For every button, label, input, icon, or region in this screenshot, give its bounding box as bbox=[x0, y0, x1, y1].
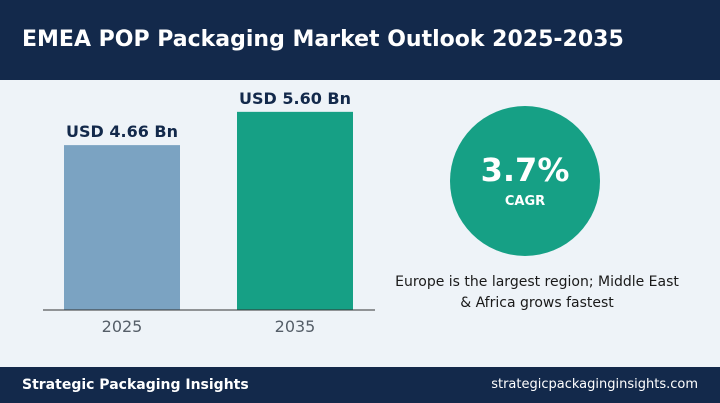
x-tick-label-2035: 2035 bbox=[275, 317, 316, 336]
bar-2035 bbox=[237, 111, 353, 310]
header-bar: EMEA POP Packaging Market Outlook 2025-2… bbox=[0, 0, 720, 80]
bar-chart: USD 4.66 Bn 2025 USD 5.60 Bn 2035 bbox=[43, 89, 375, 336]
cagr-value: 3.7% bbox=[480, 151, 570, 189]
page-title: EMEA POP Packaging Market Outlook 2025-2… bbox=[22, 27, 624, 52]
footer-brand: Strategic Packaging Insights bbox=[22, 377, 249, 393]
bar-value-label-2025: USD 4.66 Bn bbox=[66, 122, 178, 141]
x-tick-label-2025: 2025 bbox=[102, 317, 143, 336]
footer-bar: Strategic Packaging Insights strategicpa… bbox=[0, 367, 720, 403]
bar-value-label-2035: USD 5.60 Bn bbox=[239, 89, 351, 108]
footer-url-link[interactable]: strategicpackaginginsights.com bbox=[491, 377, 698, 392]
cagr-badge: 3.7% CAGR bbox=[450, 106, 600, 256]
cagr-label: CAGR bbox=[504, 194, 546, 209]
region-note: Europe is the largest region; Middle Eas… bbox=[395, 274, 679, 311]
bar-2025 bbox=[64, 145, 180, 310]
